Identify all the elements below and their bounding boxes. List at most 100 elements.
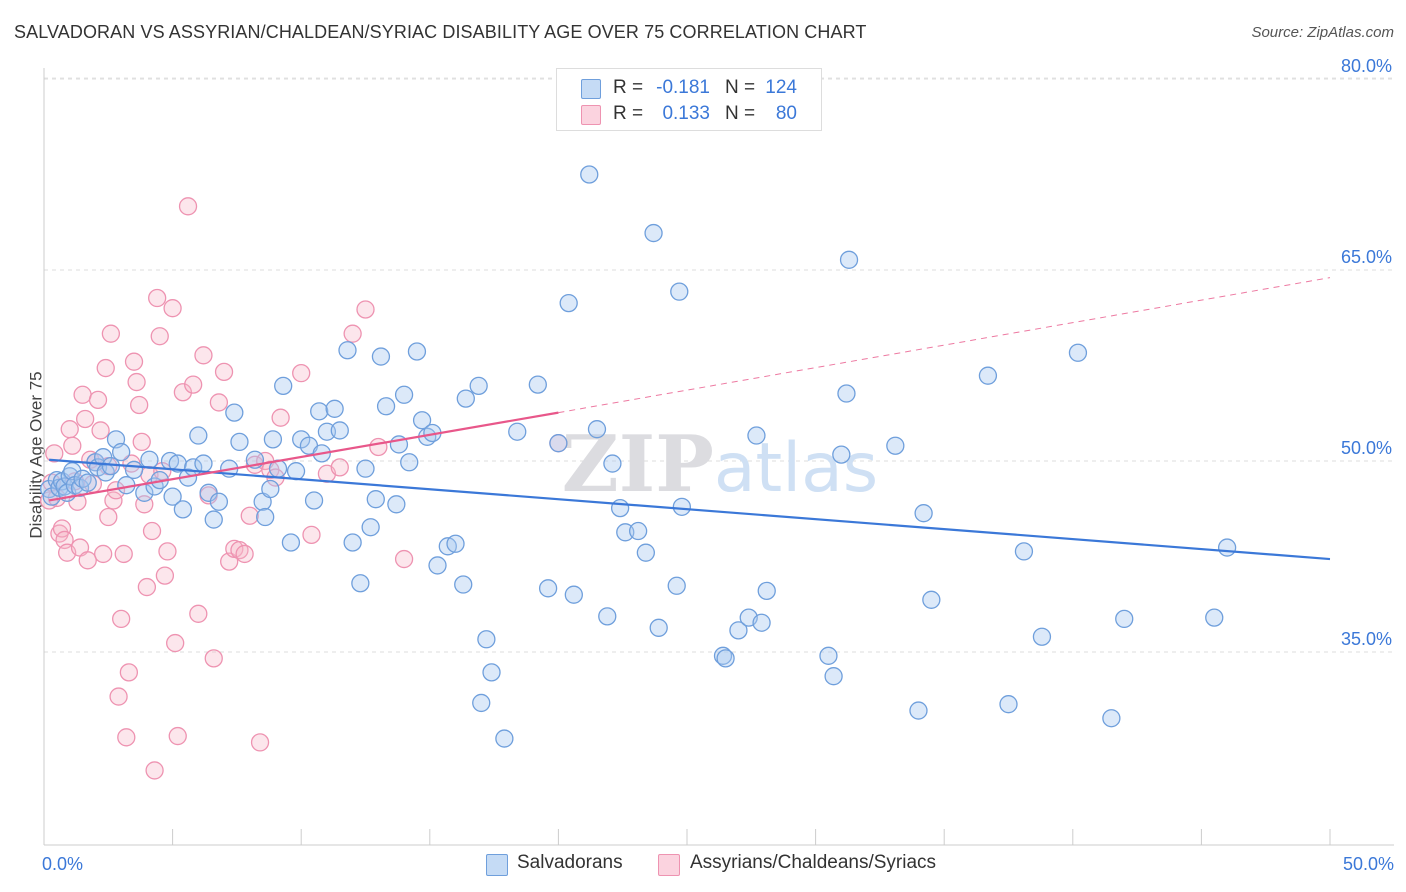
- data-point-salvadorans: [672, 497, 692, 516]
- data-point-salvadorans: [610, 498, 630, 518]
- data-point-salvadorans: [78, 473, 97, 492]
- data-point-salvadorans: [757, 581, 776, 601]
- data-point-salvadorans: [361, 518, 380, 537]
- data-point-salvadorans: [713, 646, 733, 665]
- data-point-salvadorans: [1205, 608, 1224, 627]
- data-point-assyrians: [137, 577, 157, 597]
- data-point-salvadorans: [603, 454, 622, 473]
- legend-n-label: N =: [725, 77, 756, 98]
- data-point-salvadorans: [204, 510, 223, 529]
- data-point-assyrians: [142, 521, 162, 541]
- data-point-salvadorans: [914, 504, 933, 523]
- data-point-assyrians: [168, 726, 187, 746]
- data-point-assyrians: [112, 609, 131, 629]
- legend-row-assyrians: R = 0.133 N = 80: [557, 102, 821, 128]
- data-point-assyrians: [292, 363, 311, 383]
- data-point-salvadorans: [428, 556, 447, 575]
- data-point-salvadorans: [63, 462, 82, 481]
- data-point-salvadorans: [343, 533, 362, 552]
- data-point-assyrians: [330, 458, 349, 477]
- data-point-salvadorans: [189, 426, 208, 445]
- data-point-salvadorans: [286, 462, 306, 481]
- data-point-assyrians: [204, 649, 223, 668]
- data-point-assyrians: [132, 432, 151, 452]
- data-point-assyrians: [158, 542, 177, 561]
- data-point-assyrians: [189, 604, 208, 623]
- data-point-salvadorans: [454, 575, 473, 594]
- data-point-assyrians: [173, 383, 193, 402]
- data-point-salvadorans: [978, 366, 998, 385]
- data-point-assyrians: [63, 436, 82, 455]
- data-point-assyrians: [145, 761, 164, 780]
- data-point-assyrians: [60, 420, 79, 439]
- legend-r-value: 0.133: [662, 103, 710, 124]
- data-point-assyrians: [394, 549, 414, 569]
- source-label: Source: ZipAtlas.com: [1251, 24, 1394, 41]
- data-point-salvadorans: [667, 576, 686, 595]
- data-point-assyrians: [52, 519, 72, 538]
- trend-line-assyrians: [48, 411, 559, 502]
- trend-line-assyrians-extended: [558, 277, 1331, 414]
- data-point-assyrians: [45, 444, 64, 463]
- data-point-salvadorans: [387, 495, 406, 514]
- data-point-salvadorans: [922, 590, 941, 609]
- data-point-salvadorans: [274, 376, 293, 396]
- data-point-assyrians: [209, 393, 229, 412]
- data-point-salvadorans: [528, 375, 547, 394]
- data-point-salvadorans: [263, 430, 283, 449]
- data-point-assyrians: [178, 197, 198, 216]
- legend-n-value: 124: [765, 77, 797, 98]
- data-point-salvadorans: [400, 453, 419, 472]
- data-point-assyrians: [271, 408, 290, 427]
- data-point-salvadorans: [469, 376, 488, 396]
- trend-lines: [48, 277, 1331, 561]
- data-point-assyrians: [343, 324, 362, 343]
- legend-swatch-pink: [581, 105, 601, 125]
- data-point-assyrians: [96, 358, 115, 378]
- data-point-assyrians: [194, 346, 213, 365]
- data-point-salvadorans: [580, 165, 599, 184]
- data-point-assyrians: [127, 372, 146, 392]
- data-point-assyrians: [184, 375, 203, 394]
- data-point-assyrians: [94, 544, 113, 564]
- legend-r-label: R =: [613, 103, 644, 124]
- data-point-assyrians: [88, 390, 108, 410]
- data-point-salvadorans: [371, 347, 391, 366]
- data-point-salvadorans: [909, 701, 928, 720]
- data-point-salvadorans: [628, 521, 648, 541]
- data-point-salvadorans: [636, 543, 655, 562]
- x-tick-labels: 0.0% 50.0%: [42, 854, 1394, 874]
- data-point-salvadorans: [564, 585, 583, 604]
- data-point-assyrians: [150, 327, 169, 346]
- data-point-salvadorans: [644, 223, 663, 243]
- data-point-salvadorans: [472, 693, 491, 713]
- data-point-salvadorans: [832, 445, 851, 464]
- data-point-salvadorans: [747, 426, 766, 445]
- data-point-salvadorans: [549, 434, 568, 453]
- data-point-salvadorans: [338, 341, 357, 360]
- data-point-salvadorans: [559, 293, 578, 313]
- data-point-salvadorans: [839, 250, 859, 269]
- x-tick-label: 50.0%: [1343, 854, 1394, 874]
- data-point-salvadorans: [482, 663, 501, 682]
- data-point-assyrians: [240, 506, 259, 525]
- data-point-salvadorans: [366, 490, 385, 509]
- y-tick-label: 65.0%: [1341, 247, 1392, 267]
- data-point-assyrians: [250, 733, 270, 752]
- data-point-salvadorans: [101, 456, 121, 476]
- data-point-salvadorans: [837, 384, 856, 403]
- trend-line-salvadorans: [49, 458, 1331, 561]
- data-point-salvadorans: [407, 342, 427, 361]
- data-point-salvadorans: [163, 487, 182, 506]
- data-point-salvadorans: [716, 649, 735, 668]
- legend-r-label: R =: [613, 77, 644, 98]
- legend-swatch-pink: [658, 854, 680, 876]
- data-point-salvadorans: [1068, 343, 1088, 362]
- data-point-salvadorans: [356, 459, 375, 478]
- data-point-assyrians: [76, 409, 95, 429]
- y-tick-label: 80.0%: [1341, 56, 1392, 76]
- data-point-salvadorans: [281, 533, 301, 552]
- data-point-salvadorans: [194, 454, 213, 473]
- data-point-salvadorans: [598, 607, 617, 626]
